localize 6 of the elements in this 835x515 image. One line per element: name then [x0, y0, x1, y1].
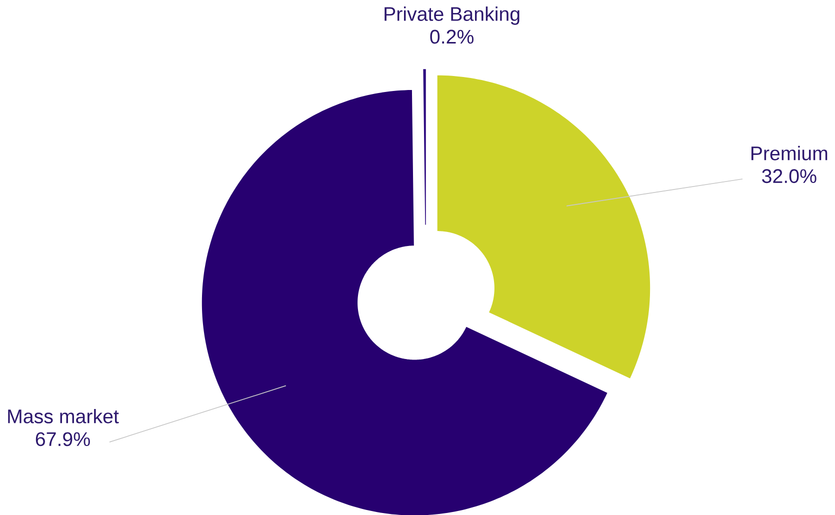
data-label: 32.0% — [762, 168, 816, 183]
slice-label: Private Banking — [384, 6, 520, 25]
data-label: 67.9% — [36, 432, 90, 446]
slice-label: Premium — [751, 146, 828, 160]
slice-label: Mass market — [8, 408, 119, 424]
data-label: 0.2% — [430, 30, 474, 44]
